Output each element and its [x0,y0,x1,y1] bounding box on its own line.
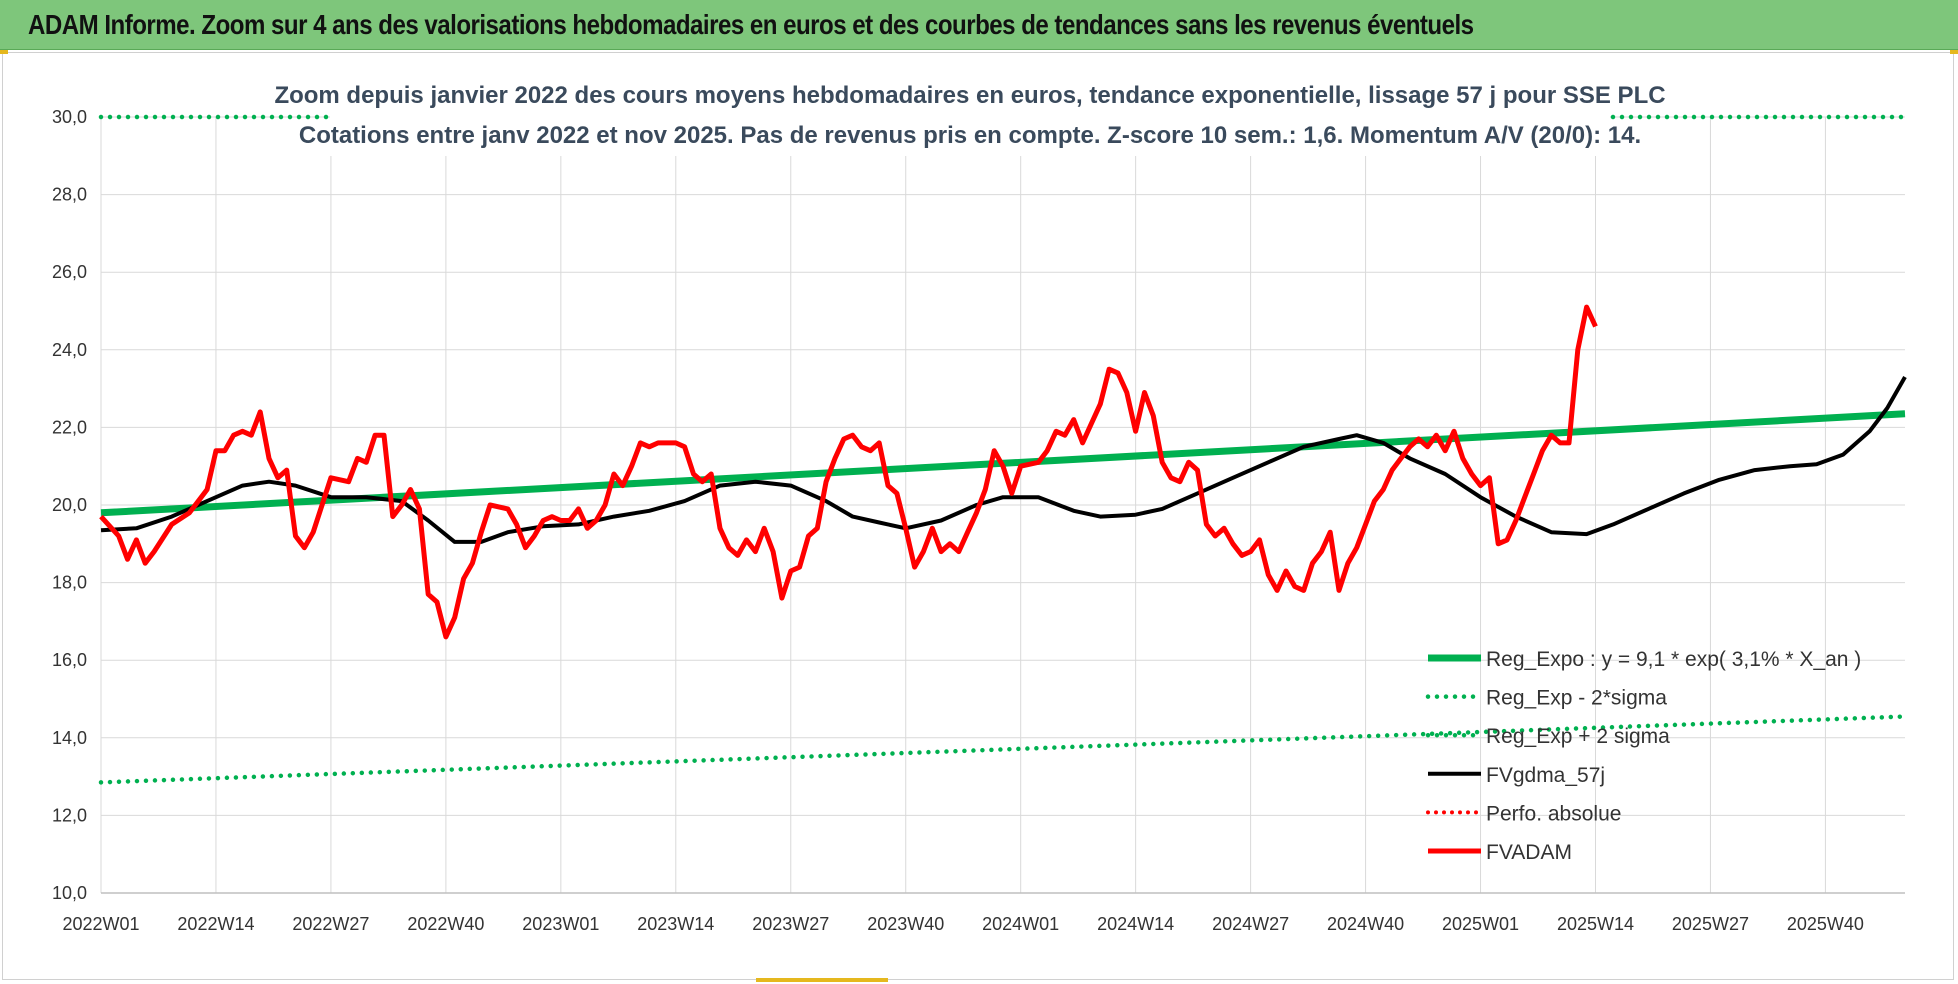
x-tick-label: 2023W14 [637,914,714,934]
legend-label: FVgdma_57j [1486,764,1605,787]
corner-marker-top-right [1950,50,1958,54]
x-tick-label: 2023W01 [522,914,599,934]
x-tick-label: 2022W14 [177,914,254,934]
y-tick-label: 10,0 [52,883,87,903]
y-tick-label: 24,0 [52,340,87,360]
x-tick-label: 2025W27 [1672,914,1749,934]
legend: Reg_Expo : y = 9,1 * exp( 3,1% * X_an ) R… [1425,648,1861,864]
x-tick-label: 2025W01 [1442,914,1519,934]
chart-title: Zoom depuis janvier 2022 des cours moyen… [274,82,1665,109]
legend-label: Reg_Exp + 2 sigma [1486,725,1670,748]
y-tick-label: 26,0 [52,262,87,282]
legend-label: FVADAM [1486,841,1572,864]
y-tick-label: 20,0 [52,495,87,515]
x-tick-label: 2025W14 [1557,914,1634,934]
legend-label: Reg_Expo : y = 9,1 * exp( 3,1% * X_an ) [1486,648,1861,671]
x-tick-label: 2023W27 [752,914,829,934]
x-tick-label: 2022W40 [407,914,484,934]
y-axis-ticks: 10,0 12,0 14,0 16,0 18,0 20,0 22,0 24,0 26,0 28,0… [52,107,87,903]
x-tick-label: 2024W01 [982,914,1059,934]
y-tick-label: 16,0 [52,650,87,670]
report-title: ADAM Informe. Zoom sur 4 ans des valoris… [28,9,1474,40]
series-fvadam [99,304,1598,640]
legend-label: Perfo. absolue [1486,802,1621,825]
y-tick-label: 28,0 [52,185,87,205]
y-tick-label: 22,0 [52,417,87,437]
x-tick-label: 2024W14 [1097,914,1174,934]
y-tick-label: 30,0 [52,107,87,127]
x-tick-label: 2022W01 [62,914,139,934]
x-tick-label: 2023W40 [867,914,944,934]
y-tick-label: 14,0 [52,728,87,748]
corner-marker-top-left [0,50,8,54]
title-bar: ADAM Informe. Zoom sur 4 ans des valoris… [0,0,1958,50]
series-reg-exp-2-sigma [98,714,1908,785]
chart-subtitle: Cotations entre janv 2022 et nov 2025. P… [299,122,1641,149]
x-tick-label: 2024W27 [1212,914,1289,934]
subtitle-background [330,76,1610,156]
x-tick-label: 2022W27 [292,914,369,934]
x-axis-ticks: 2022W01 2022W14 2022W27 2022W40 2023W01 2023W… [62,914,1863,934]
legend-label: Reg_Exp - 2*sigma [1486,687,1667,710]
series-fvgdma-57j [100,376,1907,544]
gridlines [100,116,1905,894]
chart-frame [2,52,1954,980]
corner-marker-bottom-center [756,978,888,982]
x-tick-label: 2024W40 [1327,914,1404,934]
series-lines [98,114,1908,785]
x-tick-label: 2025W40 [1787,914,1864,934]
y-tick-label: 18,0 [52,573,87,593]
y-tick-label: 12,0 [52,805,87,825]
